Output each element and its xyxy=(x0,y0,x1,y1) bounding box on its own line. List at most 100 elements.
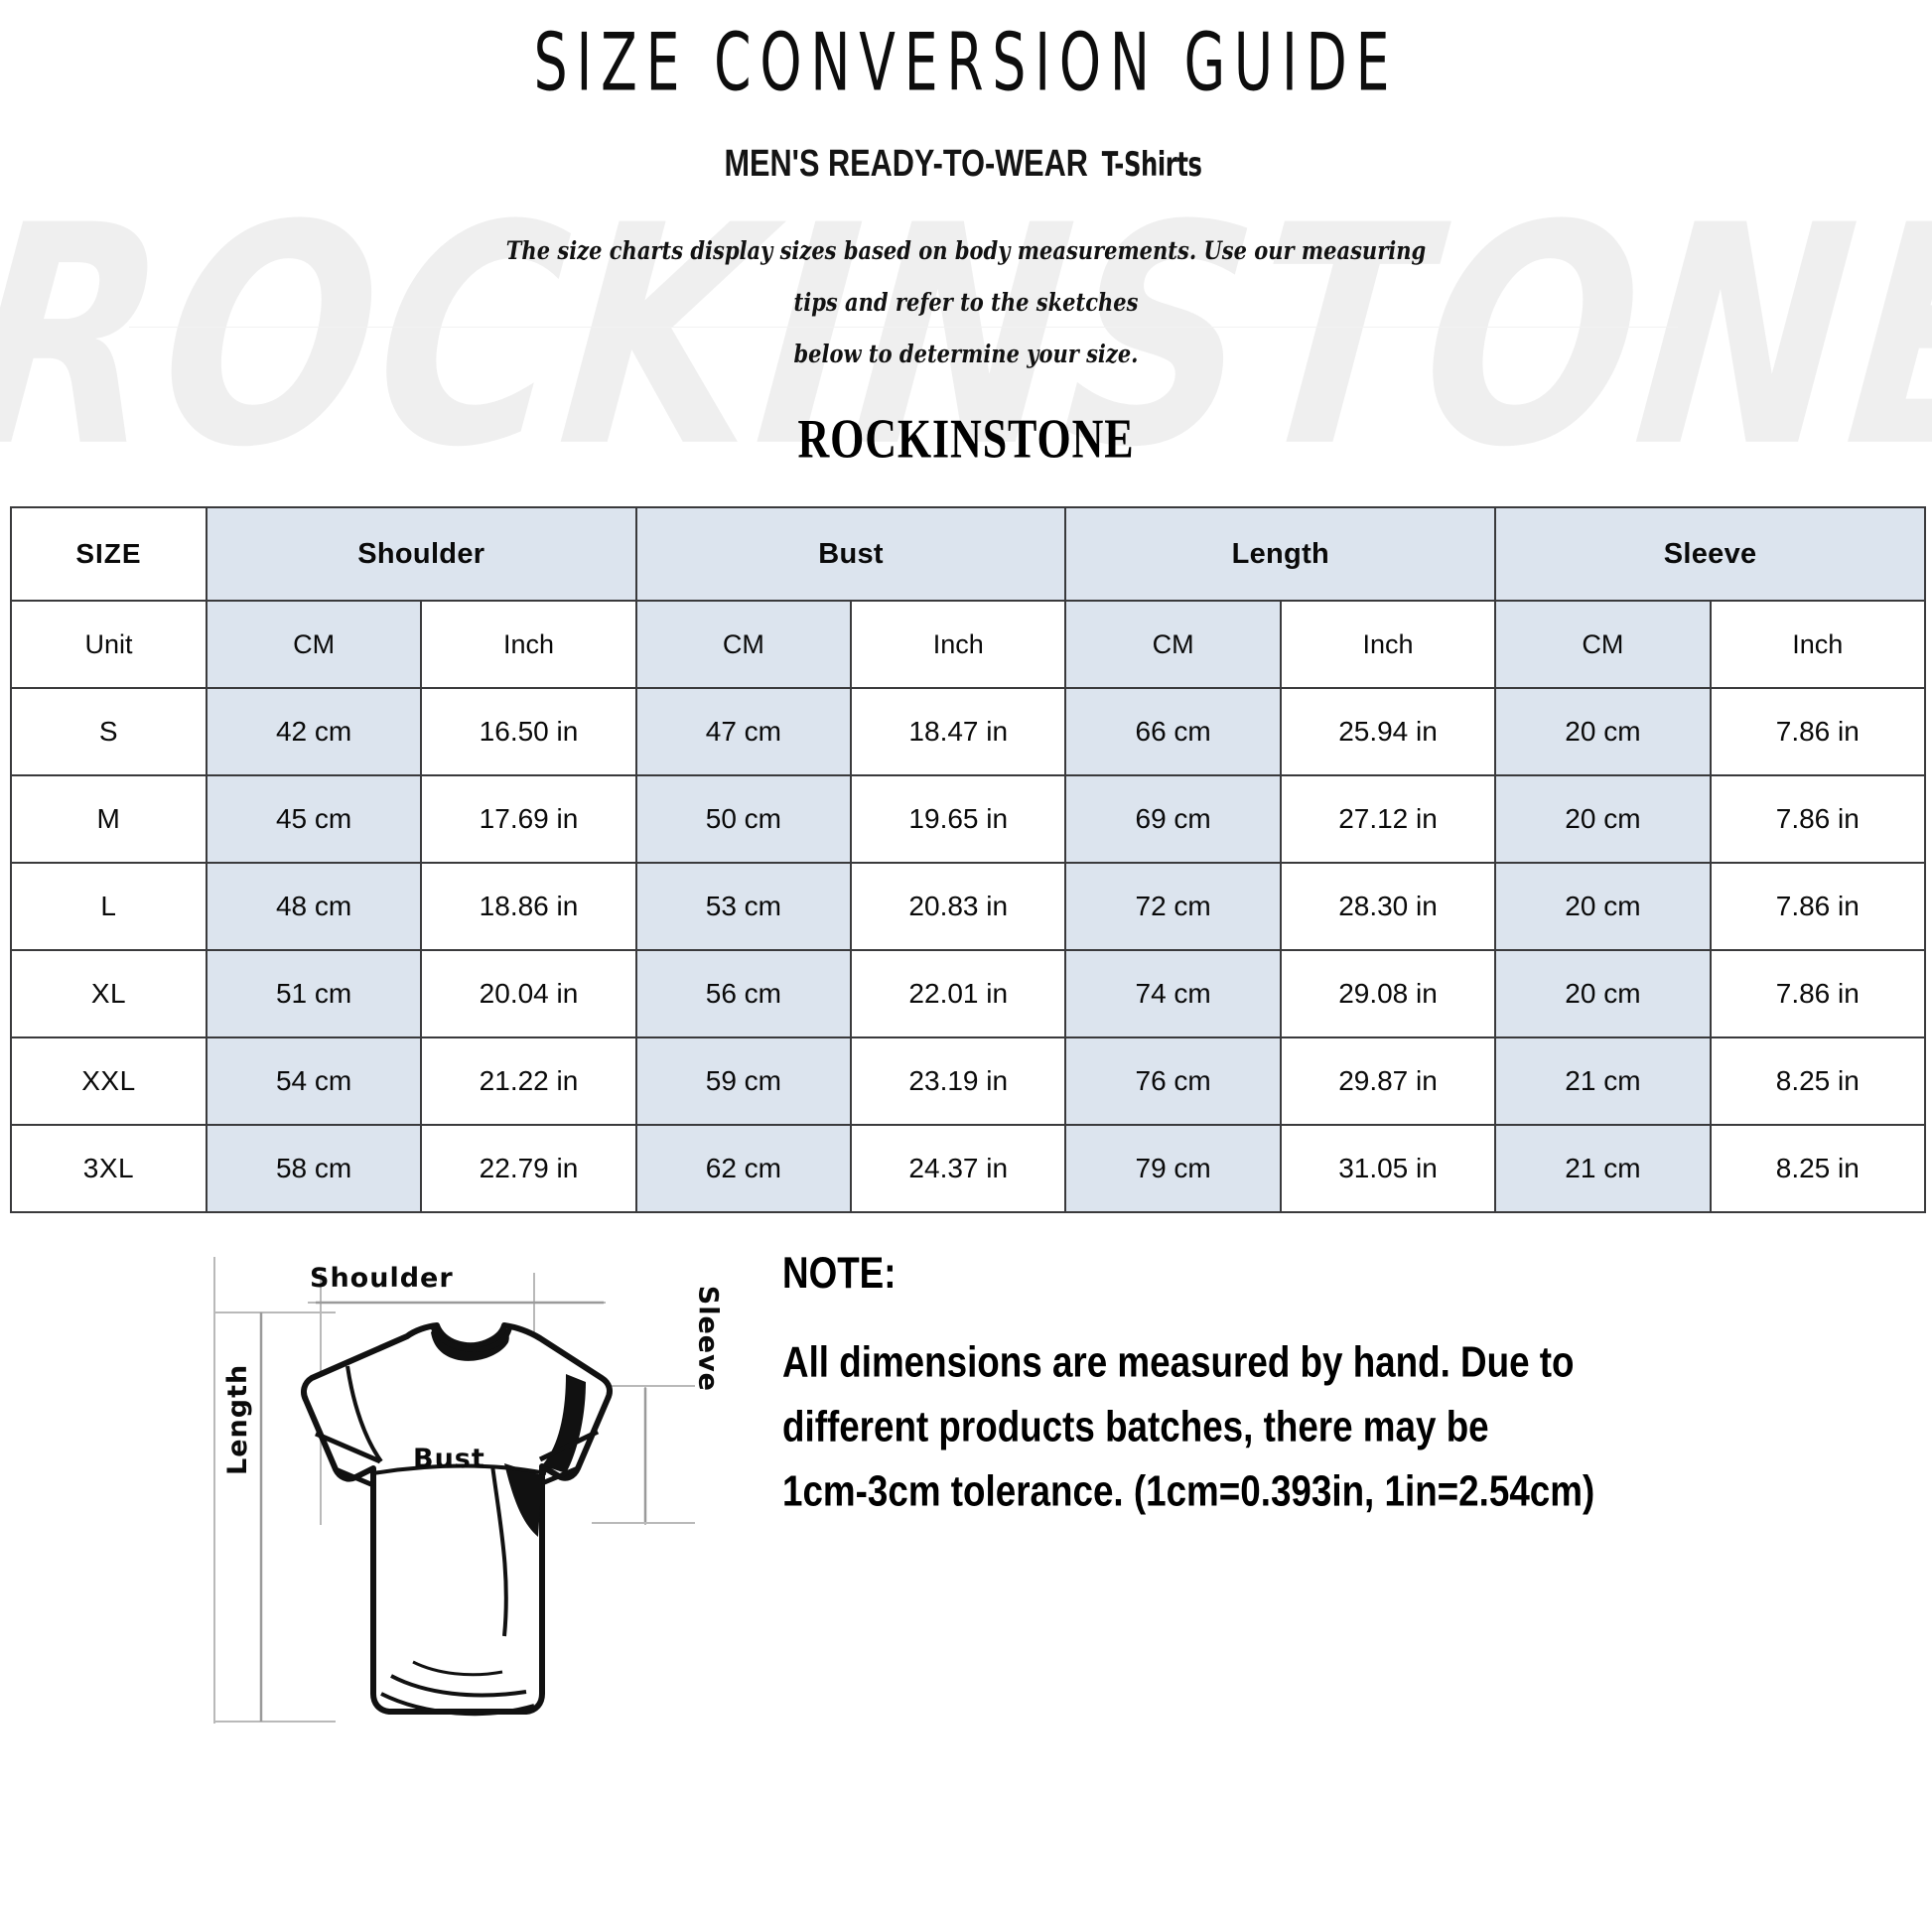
cell-bust-cm: 53 cm xyxy=(634,862,853,951)
row-size-label: 3XL xyxy=(10,1124,207,1213)
tshirt-measurement-diagram: Shoulder Bust Sleeve Length xyxy=(177,1227,733,1753)
page-subtitle: MEN'S READY-TO-WEAR T-Shirts xyxy=(68,141,1864,185)
header-group-shoulder: Shoulder xyxy=(205,506,637,602)
cell-shoulder-cm: 45 cm xyxy=(205,774,423,864)
bottom-section: Shoulder Bust Sleeve Length NOTE: All di… xyxy=(0,1227,1932,1753)
unit-sleeve-cm: CM xyxy=(1494,600,1712,689)
unit-length-cm: CM xyxy=(1064,600,1282,689)
cell-bust-cm: 56 cm xyxy=(634,949,853,1038)
row-size-label: L xyxy=(10,862,207,951)
cell-sleeve-cm: 21 cm xyxy=(1494,1036,1712,1126)
cell-sleeve-cm: 20 cm xyxy=(1494,862,1712,951)
row-size-label: XXL xyxy=(10,1036,207,1126)
note-line-3: 1cm-3cm tolerance. (1cm=0.393in, 1in=2.5… xyxy=(782,1466,1595,1515)
table-row: M 45 cm 17.69 in 50 cm 19.65 in 69 cm 27… xyxy=(10,774,1927,864)
cell-length-cm: 76 cm xyxy=(1064,1036,1282,1126)
cell-sleeve-cm: 21 cm xyxy=(1494,1124,1712,1213)
subtitle-product-text: T-Shirts xyxy=(1102,144,1202,184)
unit-bust-cm: CM xyxy=(634,600,853,689)
cell-sleeve-inch: 7.86 in xyxy=(1709,774,1927,864)
header-group-sleeve: Sleeve xyxy=(1494,506,1926,602)
cell-bust-inch: 20.83 in xyxy=(850,862,1067,951)
cell-bust-inch: 24.37 in xyxy=(850,1124,1067,1213)
subtitle-main-text: MEN'S READY-TO-WEAR xyxy=(724,141,1088,184)
row-size-label: XL xyxy=(10,949,207,1038)
diagram-label-sleeve: Sleeve xyxy=(692,1285,723,1392)
cell-length-cm: 72 cm xyxy=(1064,862,1282,951)
cell-sleeve-cm: 20 cm xyxy=(1494,949,1712,1038)
cell-sleeve-inch: 8.25 in xyxy=(1709,1124,1927,1213)
cell-shoulder-cm: 51 cm xyxy=(205,949,423,1038)
cell-length-inch: 31.05 in xyxy=(1279,1124,1497,1213)
cell-bust-inch: 18.47 in xyxy=(850,687,1067,776)
cell-sleeve-inch: 7.86 in xyxy=(1709,687,1927,776)
cell-length-inch: 25.94 in xyxy=(1279,687,1497,776)
unit-shoulder-cm: CM xyxy=(205,600,423,689)
cell-length-cm: 74 cm xyxy=(1064,949,1282,1038)
cell-shoulder-inch: 18.86 in xyxy=(420,862,637,951)
cell-length-inch: 29.08 in xyxy=(1279,949,1497,1038)
cell-bust-inch: 19.65 in xyxy=(850,774,1067,864)
cell-sleeve-inch: 8.25 in xyxy=(1709,1036,1927,1126)
cell-length-cm: 66 cm xyxy=(1064,687,1282,776)
table-row: XXL 54 cm 21.22 in 59 cm 23.19 in 76 cm … xyxy=(10,1036,1927,1126)
cell-bust-inch: 23.19 in xyxy=(850,1036,1067,1126)
cell-shoulder-cm: 54 cm xyxy=(205,1036,423,1126)
note-line-1: All dimensions are measured by hand. Due… xyxy=(782,1338,1575,1387)
cell-length-inch: 27.12 in xyxy=(1279,774,1497,864)
cell-shoulder-cm: 48 cm xyxy=(205,862,423,951)
intro-blurb: The size charts display sizes based on b… xyxy=(503,225,1429,380)
cell-bust-cm: 50 cm xyxy=(634,774,853,864)
page-title: SIZE CONVERSION GUIDE xyxy=(533,16,1399,109)
cell-length-cm: 79 cm xyxy=(1064,1124,1282,1213)
cell-shoulder-inch: 21.22 in xyxy=(420,1036,637,1126)
note-section: NOTE: All dimensions are measured by han… xyxy=(782,1249,1884,1520)
table-unit-row: Unit CM Inch CM Inch CM Inch CM Inch xyxy=(10,600,1927,689)
table-row: 3XL 58 cm 22.79 in 62 cm 24.37 in 79 cm … xyxy=(10,1124,1927,1213)
brand-name: ROCKINSTONE xyxy=(797,407,1135,470)
cell-bust-cm: 59 cm xyxy=(634,1036,853,1126)
cell-sleeve-cm: 20 cm xyxy=(1494,774,1712,864)
unit-shoulder-inch: Inch xyxy=(420,600,637,689)
row-size-label: S xyxy=(10,687,207,776)
watermark-rule xyxy=(129,327,1678,328)
header-size: SIZE xyxy=(10,506,207,602)
unit-bust-inch: Inch xyxy=(850,600,1067,689)
note-heading: NOTE: xyxy=(782,1249,897,1299)
cell-shoulder-cm: 42 cm xyxy=(205,687,423,776)
cell-length-inch: 29.87 in xyxy=(1279,1036,1497,1126)
content-root: SIZE CONVERSION GUIDE MEN'S READY-TO-WEA… xyxy=(0,16,1932,1753)
table-row: S 42 cm 16.50 in 47 cm 18.47 in 66 cm 25… xyxy=(10,687,1927,776)
intro-blurb-line-2: below to determine your size. xyxy=(793,340,1139,368)
cell-shoulder-inch: 20.04 in xyxy=(420,949,637,1038)
note-line-2: different products batches, there may be xyxy=(782,1402,1489,1451)
diagram-label-shoulder: Shoulder xyxy=(310,1263,454,1294)
diagram-label-bust: Bust xyxy=(413,1444,485,1474)
unit-sleeve-inch: Inch xyxy=(1709,600,1927,689)
size-conversion-table: SIZE Shoulder Bust Length Sleeve Unit CM… xyxy=(10,506,1927,1213)
tshirt-icon xyxy=(213,1257,695,1724)
table-row: L 48 cm 18.86 in 53 cm 20.83 in 72 cm 28… xyxy=(10,862,1927,951)
cell-sleeve-inch: 7.86 in xyxy=(1709,862,1927,951)
cell-shoulder-cm: 58 cm xyxy=(205,1124,423,1213)
header-group-length: Length xyxy=(1064,506,1497,602)
intro-blurb-line-1: The size charts display sizes based on b… xyxy=(505,236,1427,317)
cell-length-cm: 69 cm xyxy=(1064,774,1282,864)
cell-shoulder-inch: 17.69 in xyxy=(420,774,637,864)
cell-bust-cm: 62 cm xyxy=(634,1124,853,1213)
cell-bust-inch: 22.01 in xyxy=(850,949,1067,1038)
cell-shoulder-inch: 16.50 in xyxy=(420,687,637,776)
table-row: XL 51 cm 20.04 in 56 cm 22.01 in 74 cm 2… xyxy=(10,949,1927,1038)
header-group-bust: Bust xyxy=(634,506,1067,602)
diagram-label-length: Length xyxy=(222,1363,253,1475)
cell-sleeve-inch: 7.86 in xyxy=(1709,949,1927,1038)
unit-length-inch: Inch xyxy=(1279,600,1497,689)
unit-label: Unit xyxy=(10,600,207,689)
cell-length-inch: 28.30 in xyxy=(1279,862,1497,951)
cell-bust-cm: 47 cm xyxy=(634,687,853,776)
cell-sleeve-cm: 20 cm xyxy=(1494,687,1712,776)
cell-shoulder-inch: 22.79 in xyxy=(420,1124,637,1213)
table-header-row: SIZE Shoulder Bust Length Sleeve xyxy=(10,506,1926,602)
row-size-label: M xyxy=(10,774,207,864)
